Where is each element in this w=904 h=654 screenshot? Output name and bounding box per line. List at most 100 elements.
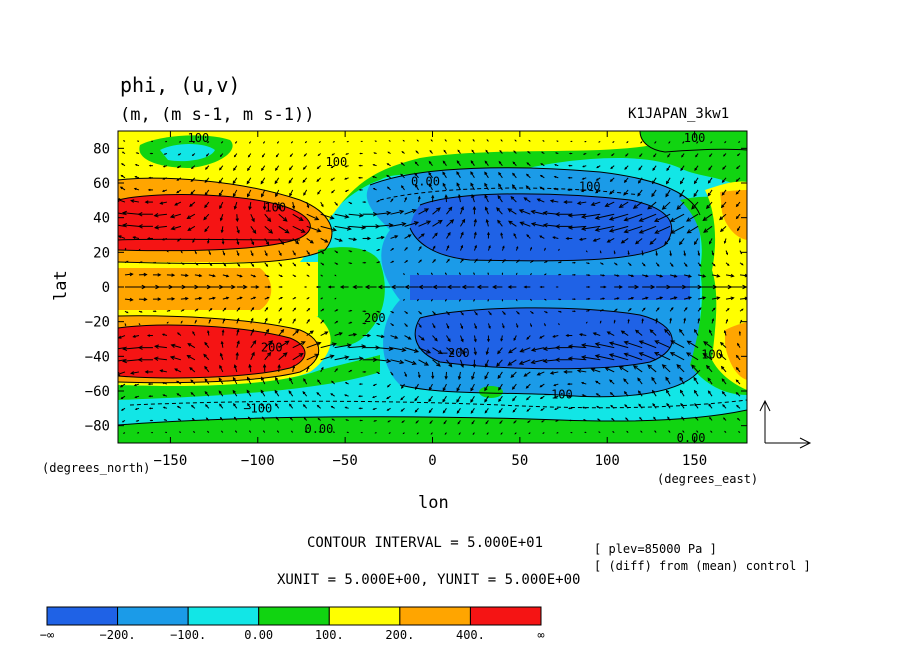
wind-vector-head [736,404,739,408]
wind-vector-head [288,167,292,171]
wind-vector-head [246,193,251,198]
wind-vector [218,189,224,196]
wind-vector-head [295,240,300,245]
contour-label: 0.00 [304,422,333,436]
wind-vector-head [580,214,587,219]
wind-vector [739,274,747,277]
wind-vector-head [573,261,576,264]
wind-vector-head [302,391,306,395]
wind-vector [306,354,319,361]
wind-vector-head [307,252,310,256]
wind-vector-head [350,369,353,372]
wind-vector-head [358,383,362,386]
wind-vector [664,238,671,245]
wind-vector-head [457,149,460,153]
wind-vector-head [608,353,614,358]
wind-vector-head [290,141,293,144]
wind-vector-head [153,344,160,349]
wind-vector-head [335,368,338,371]
wind-vector-head [331,418,334,421]
y-tick-label: 40 [93,211,110,227]
wind-vector [292,353,304,361]
wind-vector [706,201,713,209]
wind-vector-head [207,241,210,244]
wind-vector-head [153,356,159,361]
contour-line [414,307,673,370]
wind-vector-head [554,163,557,166]
wind-vector-head [226,274,230,278]
wind-vector [595,355,615,361]
wind-vector-head [499,149,502,153]
wind-vector-head [736,166,739,170]
wind-vector-head [180,320,183,323]
wind-vector-head [357,395,361,398]
wind-vector-head [654,229,660,234]
wind-vector [485,359,489,367]
wind-vector [446,335,451,342]
wind-vector-head [741,263,744,266]
wind-vector-head [251,241,255,246]
wind-vector-head [414,386,418,390]
wind-vector [605,367,615,373]
wind-vector-head [163,419,166,421]
wind-vector-head [386,408,389,411]
wind-vector-head [582,406,585,409]
wind-vector-head [140,310,143,313]
wind-vector-head [594,215,600,220]
wind-vector-head [210,263,213,266]
wind-vector-head [206,430,209,433]
wind-vector-head [576,201,582,206]
wind-vector-head [657,264,660,267]
wind-vector-head [288,403,292,407]
wind-vector-head [539,186,543,190]
wind-vector-head [289,416,292,420]
wind-vector-head [353,237,358,242]
wind-vector-head [344,394,347,397]
wind-vector-head [402,432,405,435]
wind-vector [531,359,545,364]
wind-vector-head [204,228,208,233]
wind-vector-head [147,188,151,192]
wind-vector-head [122,346,128,352]
wind-vector-head [507,361,513,366]
wind-vector [633,201,643,209]
wind-vector-head [513,150,516,153]
wind-vector-head [163,153,166,155]
wind-vector [647,364,657,373]
wind-vector-head [364,371,367,373]
wind-vector-head [693,180,698,185]
wind-vector-head [730,273,735,278]
wind-vector-head [235,351,239,356]
region-blue-south-low [415,307,673,369]
wind-vector-head [400,173,404,177]
wind-vector-head [447,231,451,236]
wind-vector-head [246,389,250,394]
wind-vector-head [191,154,194,157]
wind-vector-head [489,258,492,262]
wind-vector [691,201,699,210]
wind-vector-head [655,317,658,321]
wind-vector [292,341,306,349]
wind-vector-head [679,193,683,198]
wind-vector [204,366,210,373]
wind-vector-head [221,430,223,433]
wind-vector [118,359,126,362]
wind-vector-head [120,163,124,166]
wind-vector [446,359,453,367]
wind-vector-head [549,371,554,375]
wind-vector-head [669,352,675,357]
wind-vector-head [484,171,488,175]
wind-vector-head [350,262,353,265]
y-units-label: (degrees_north) [42,461,150,475]
wind-vector-head [530,209,536,215]
wind-vector [568,225,587,229]
wind-vector-head [386,163,389,166]
wind-vector-head [738,330,741,334]
wind-vector-head [526,162,529,165]
wind-vector-head [615,308,618,311]
wind-vector-head [261,376,265,381]
wind-vector-head [539,174,543,178]
wind-vector-head [344,406,347,409]
wind-vector-head [736,417,739,420]
contour-line [399,369,701,398]
